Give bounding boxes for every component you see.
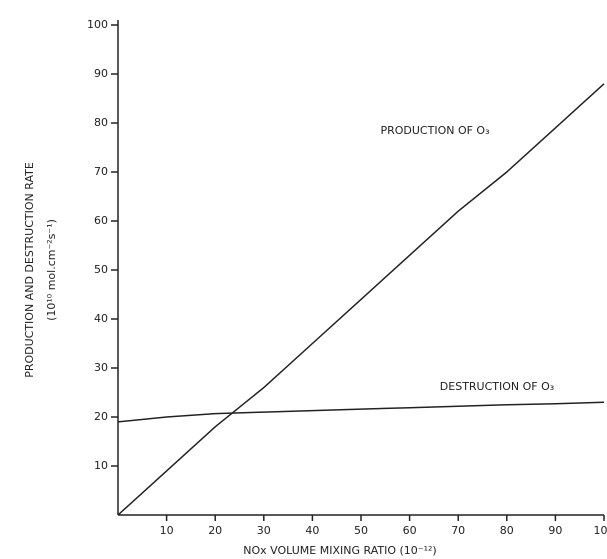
- y-tick-label: 90: [94, 67, 108, 80]
- x-tick-label: 70: [451, 524, 465, 537]
- y-tick-label: 40: [94, 312, 108, 325]
- y-tick-label: 80: [94, 116, 108, 129]
- y-tick-label: 10: [94, 459, 108, 472]
- x-tick-label: 50: [354, 524, 368, 537]
- x-tick-label: 80: [500, 524, 514, 537]
- y-tick-label: 70: [94, 165, 108, 178]
- y-tick-label: 100: [87, 18, 108, 31]
- series-label: PRODUCTION OF O₃: [380, 124, 489, 137]
- y-tick-label: 60: [94, 214, 108, 227]
- x-tick-label: 60: [403, 524, 417, 537]
- x-tick-label: 10: [160, 524, 174, 537]
- y-axis-label-unit: (10¹⁰ mol.cm⁻²s⁻¹): [45, 219, 58, 321]
- x-tick-label: 100: [594, 524, 607, 537]
- y-tick-label: 20: [94, 410, 108, 423]
- y-axis-label: PRODUCTION AND DESTRUCTION RATE: [23, 162, 36, 378]
- y-tick-label: 50: [94, 263, 108, 276]
- y-tick-label: 30: [94, 361, 108, 374]
- x-tick-label: 20: [208, 524, 222, 537]
- series-label: DESTRUCTION OF O₃: [440, 380, 554, 393]
- x-tick-label: 30: [257, 524, 271, 537]
- x-tick-label: 40: [305, 524, 319, 537]
- x-tick-label: 90: [548, 524, 562, 537]
- series-line: [117, 83, 605, 516]
- x-axis-label: NOx VOLUME MIXING RATIO (10⁻¹²): [243, 544, 436, 557]
- series-line: [117, 401, 605, 423]
